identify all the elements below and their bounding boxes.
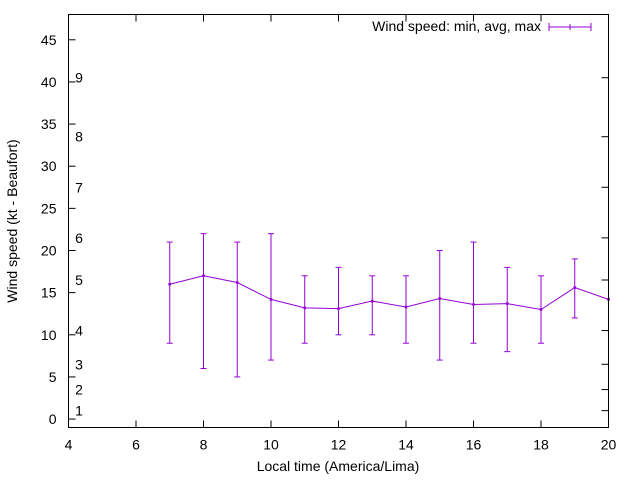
x-tick-label: 8 (200, 437, 208, 453)
legend: Wind speed: min, avg, max (372, 18, 592, 34)
beaufort-label: 1 (75, 403, 83, 419)
avg-point (269, 297, 273, 301)
x-tick-label: 10 (263, 437, 279, 453)
avg-point (202, 274, 205, 278)
legend-label: Wind speed: min, avg, max (372, 18, 541, 34)
y-axis-ticks: 0 5 10 15 20 25 30 35 40 45 (41, 32, 76, 427)
avg-point (337, 307, 340, 311)
avg-point (235, 281, 239, 285)
y-tick-label: 20 (41, 243, 57, 259)
avg-point (505, 302, 509, 306)
y-tick-label: 35 (41, 116, 57, 132)
y-tick-label: 0 (49, 411, 57, 427)
beaufort-label: 4 (75, 323, 83, 339)
x-tick-label: 18 (533, 437, 549, 453)
x-axis-label: Local time (America/Lima) (257, 458, 420, 474)
series-group (166, 233, 610, 378)
beaufort-scale: 1 2 3 4 5 6 7 8 9 (75, 70, 609, 419)
avg-point (370, 299, 374, 303)
y-tick-label: 45 (41, 32, 57, 48)
beaufort-label: 5 (75, 272, 83, 288)
avg-point (573, 286, 577, 290)
avg-point (303, 306, 307, 310)
x-tick-label: 6 (132, 437, 140, 453)
beaufort-label: 7 (75, 179, 83, 195)
x-tick-label: 4 (65, 437, 73, 453)
avg-point (539, 308, 543, 311)
avg-point (168, 282, 172, 286)
beaufort-label: 3 (75, 356, 83, 372)
y-tick-label: 5 (49, 369, 57, 385)
y-tick-label: 25 (41, 200, 57, 216)
beaufort-label: 8 (75, 129, 83, 145)
avg-point (472, 302, 475, 306)
y-tick-label: 15 (41, 285, 57, 301)
avg-point (404, 305, 408, 309)
y-tick-label: 10 (41, 327, 57, 343)
plot-frame (68, 14, 609, 428)
avg-point (438, 297, 442, 301)
x-axis-ticks: 4 6 8 10 12 14 16 18 20 (65, 14, 617, 453)
x-tick-label: 20 (601, 437, 617, 453)
beaufort-label: 9 (75, 70, 83, 86)
x-tick-label: 14 (398, 437, 414, 453)
x-tick-label: 12 (331, 437, 347, 453)
beaufort-label: 6 (75, 230, 83, 246)
avg-line (169, 275, 609, 311)
beaufort-label: 2 (75, 382, 83, 398)
y-tick-label: 30 (41, 158, 57, 174)
y-tick-label: 40 (41, 74, 57, 90)
x-tick-label: 16 (466, 437, 482, 453)
y-axis-label: Wind speed (kt - Beaufort) (4, 139, 20, 302)
